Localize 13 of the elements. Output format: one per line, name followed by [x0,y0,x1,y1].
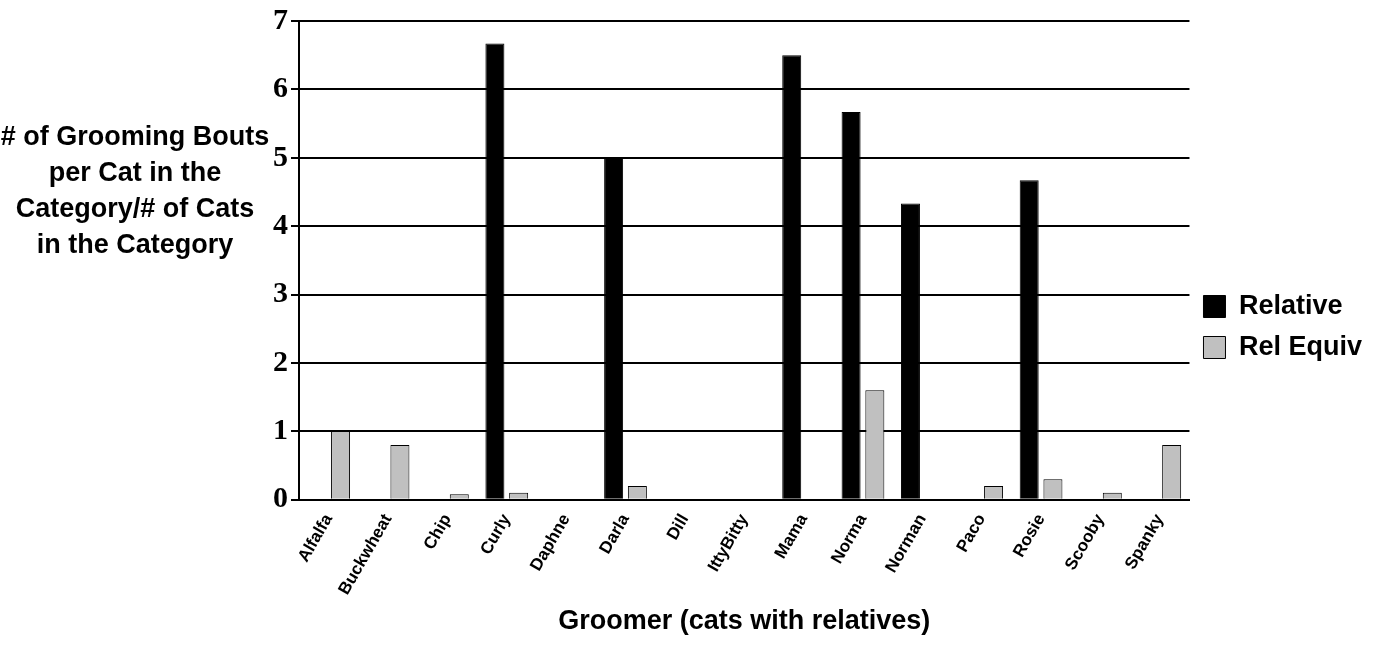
legend-label: Rel Equiv [1238,330,1362,361]
legend-label: Relative [1238,289,1343,320]
y-tick-label: 6 [273,70,288,104]
y-tick-label: 0 [273,480,288,514]
y-tick-label: 7 [273,1,288,35]
x-tick-label: Dill [662,510,693,544]
y-tick-label: 3 [273,275,288,309]
y-axis-title: # of Grooming Bouts per Cat in the Category/# of Cats in the Category [0,120,270,261]
y-tick-label: 2 [273,343,288,377]
y-tick-label: 1 [273,412,288,446]
y-tick-label: 5 [273,138,288,172]
y-tick-label: 4 [273,206,288,240]
x-axis-title: Groomer (cats with relatives) [558,605,931,636]
